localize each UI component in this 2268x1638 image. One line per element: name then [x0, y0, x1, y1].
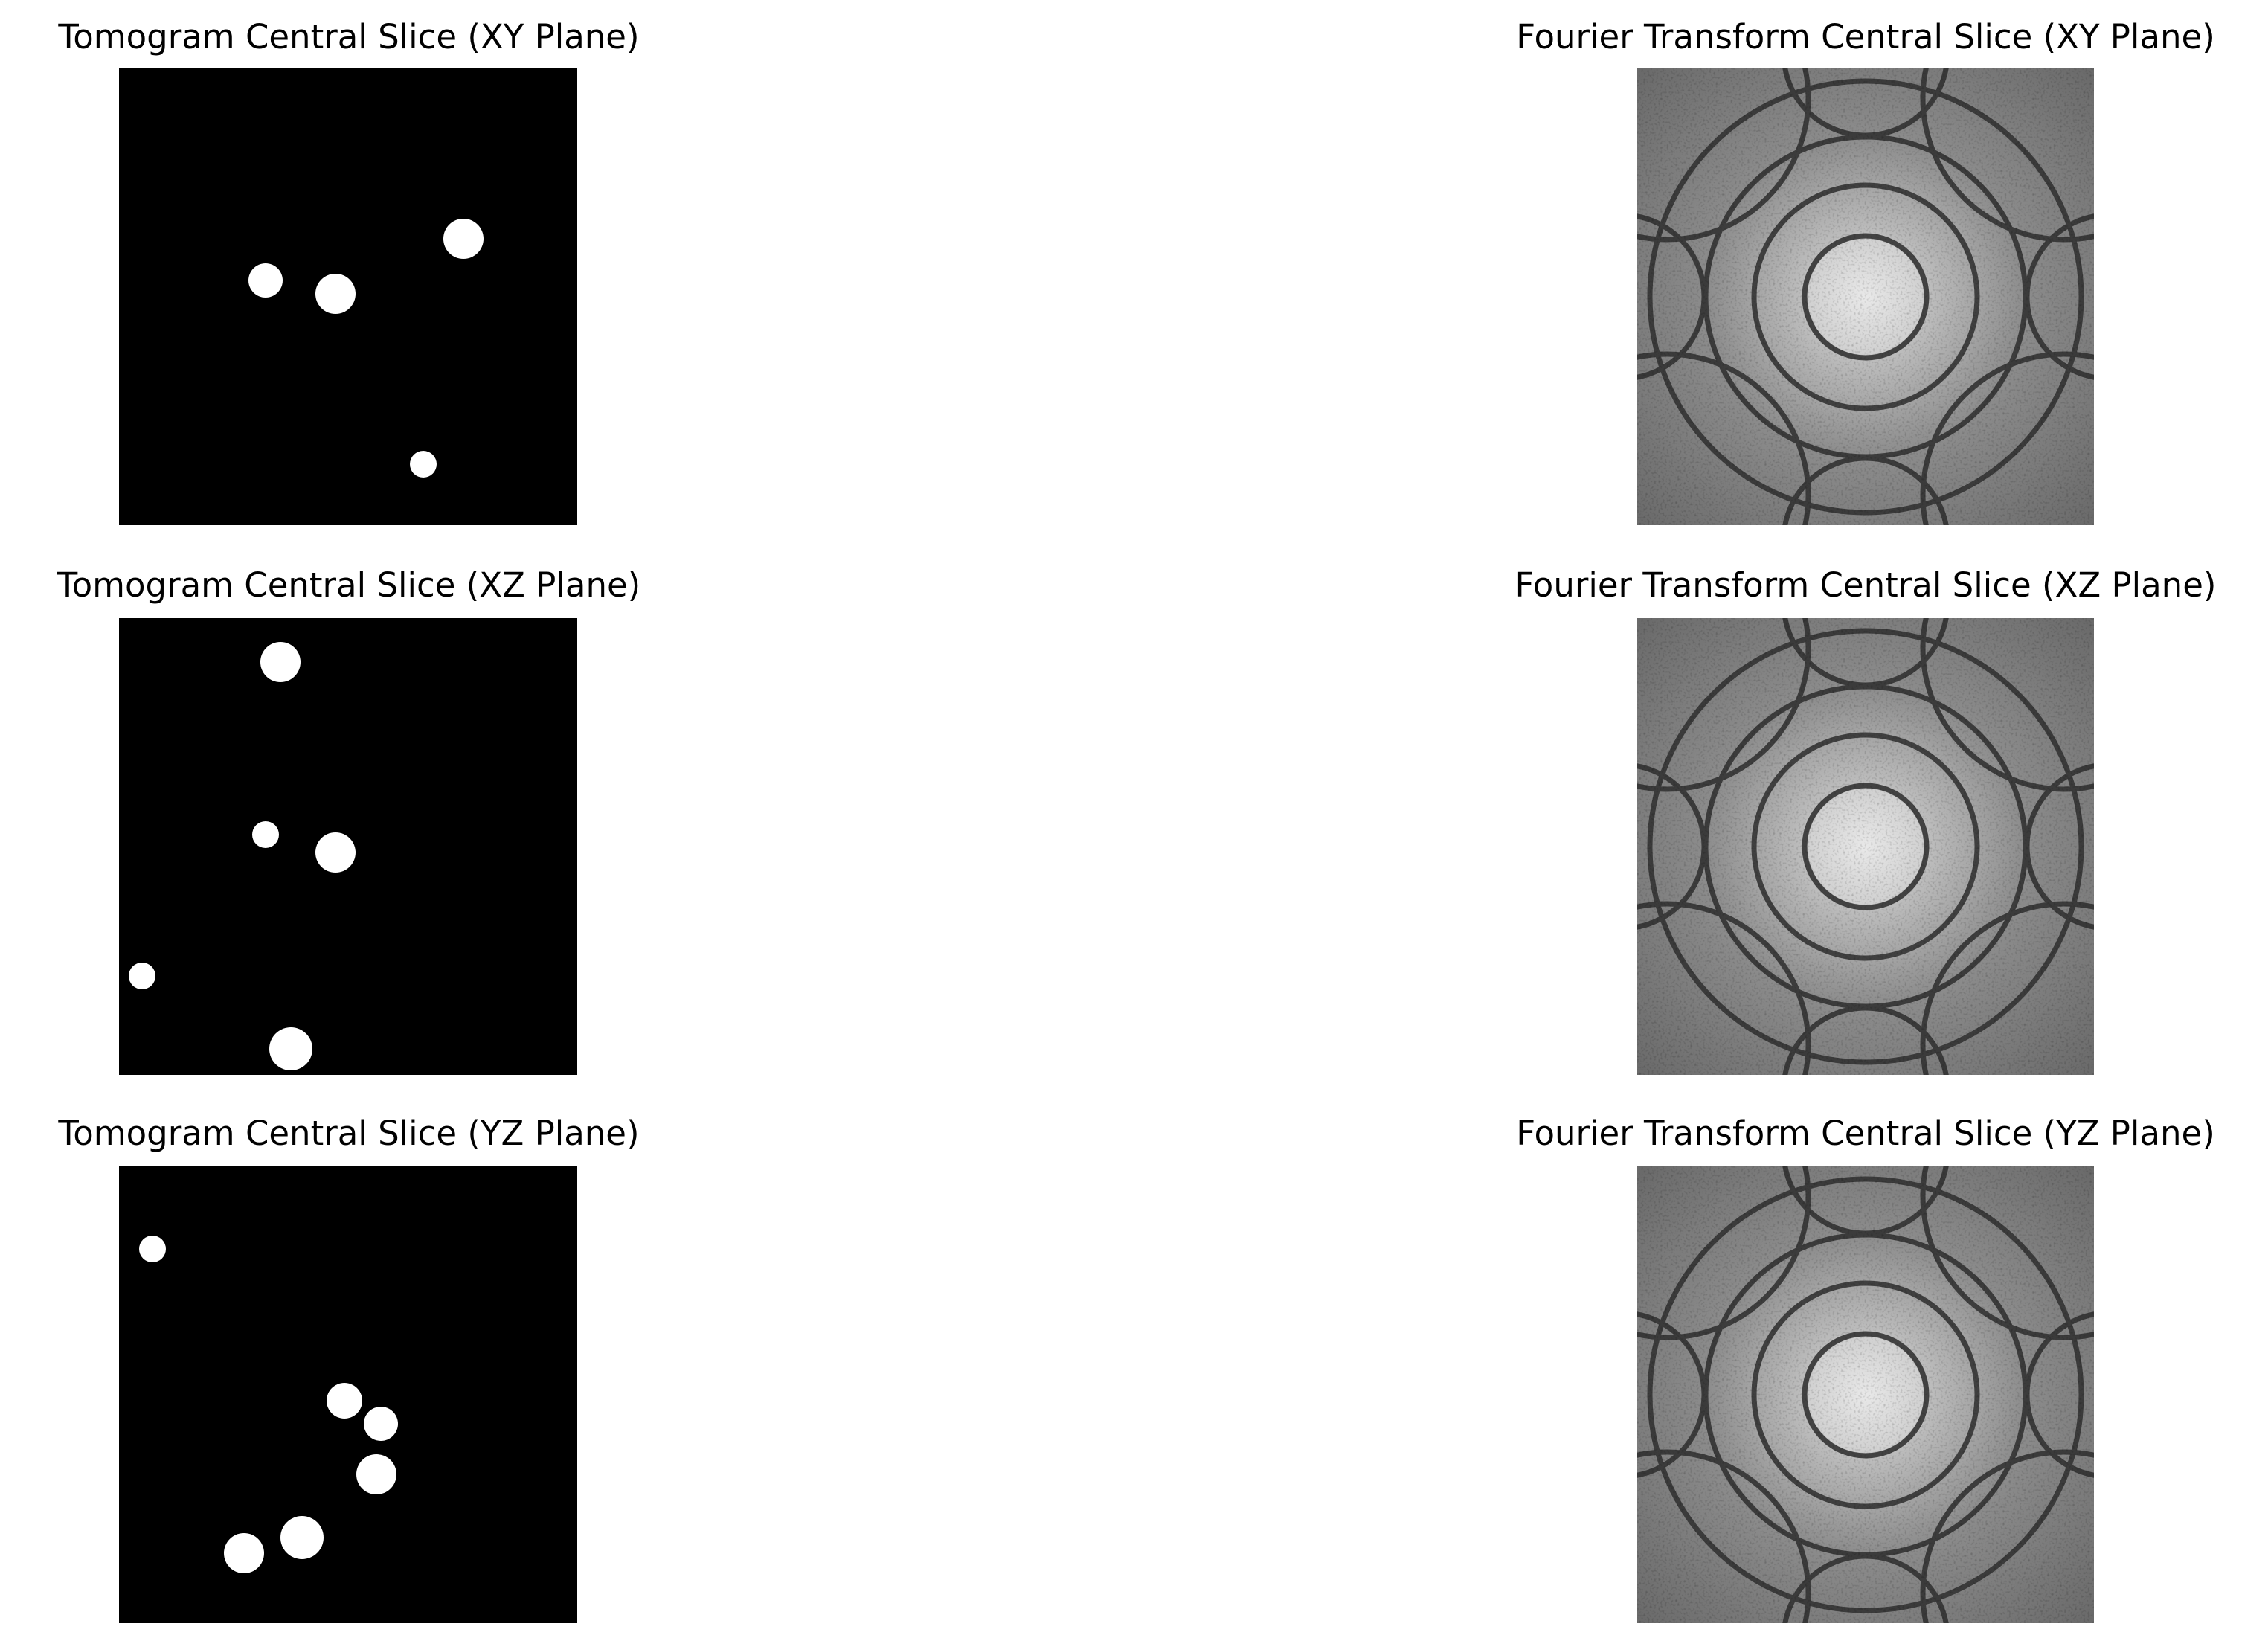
panel-title: Fourier Transform Central Slice (YZ Plan…	[1516, 1114, 2215, 1153]
panel-title: Tomogram Central Slice (XY Plane)	[57, 17, 639, 57]
fourier-image	[1526, 0, 2206, 637]
panel-title: Tomogram Central Slice (YZ Plane)	[57, 1114, 639, 1153]
fourier-image	[1526, 507, 2206, 1186]
panel-title: Fourier Transform Central Slice (XY Plan…	[1516, 17, 2215, 57]
panel-title: Fourier Transform Central Slice (XZ Plan…	[1515, 565, 2217, 605]
tomogram-image	[119, 618, 577, 1075]
tomogram-image	[119, 68, 577, 525]
panel-title: Tomogram Central Slice (XZ Plane)	[57, 565, 640, 605]
tomogram-image	[119, 1166, 577, 1623]
